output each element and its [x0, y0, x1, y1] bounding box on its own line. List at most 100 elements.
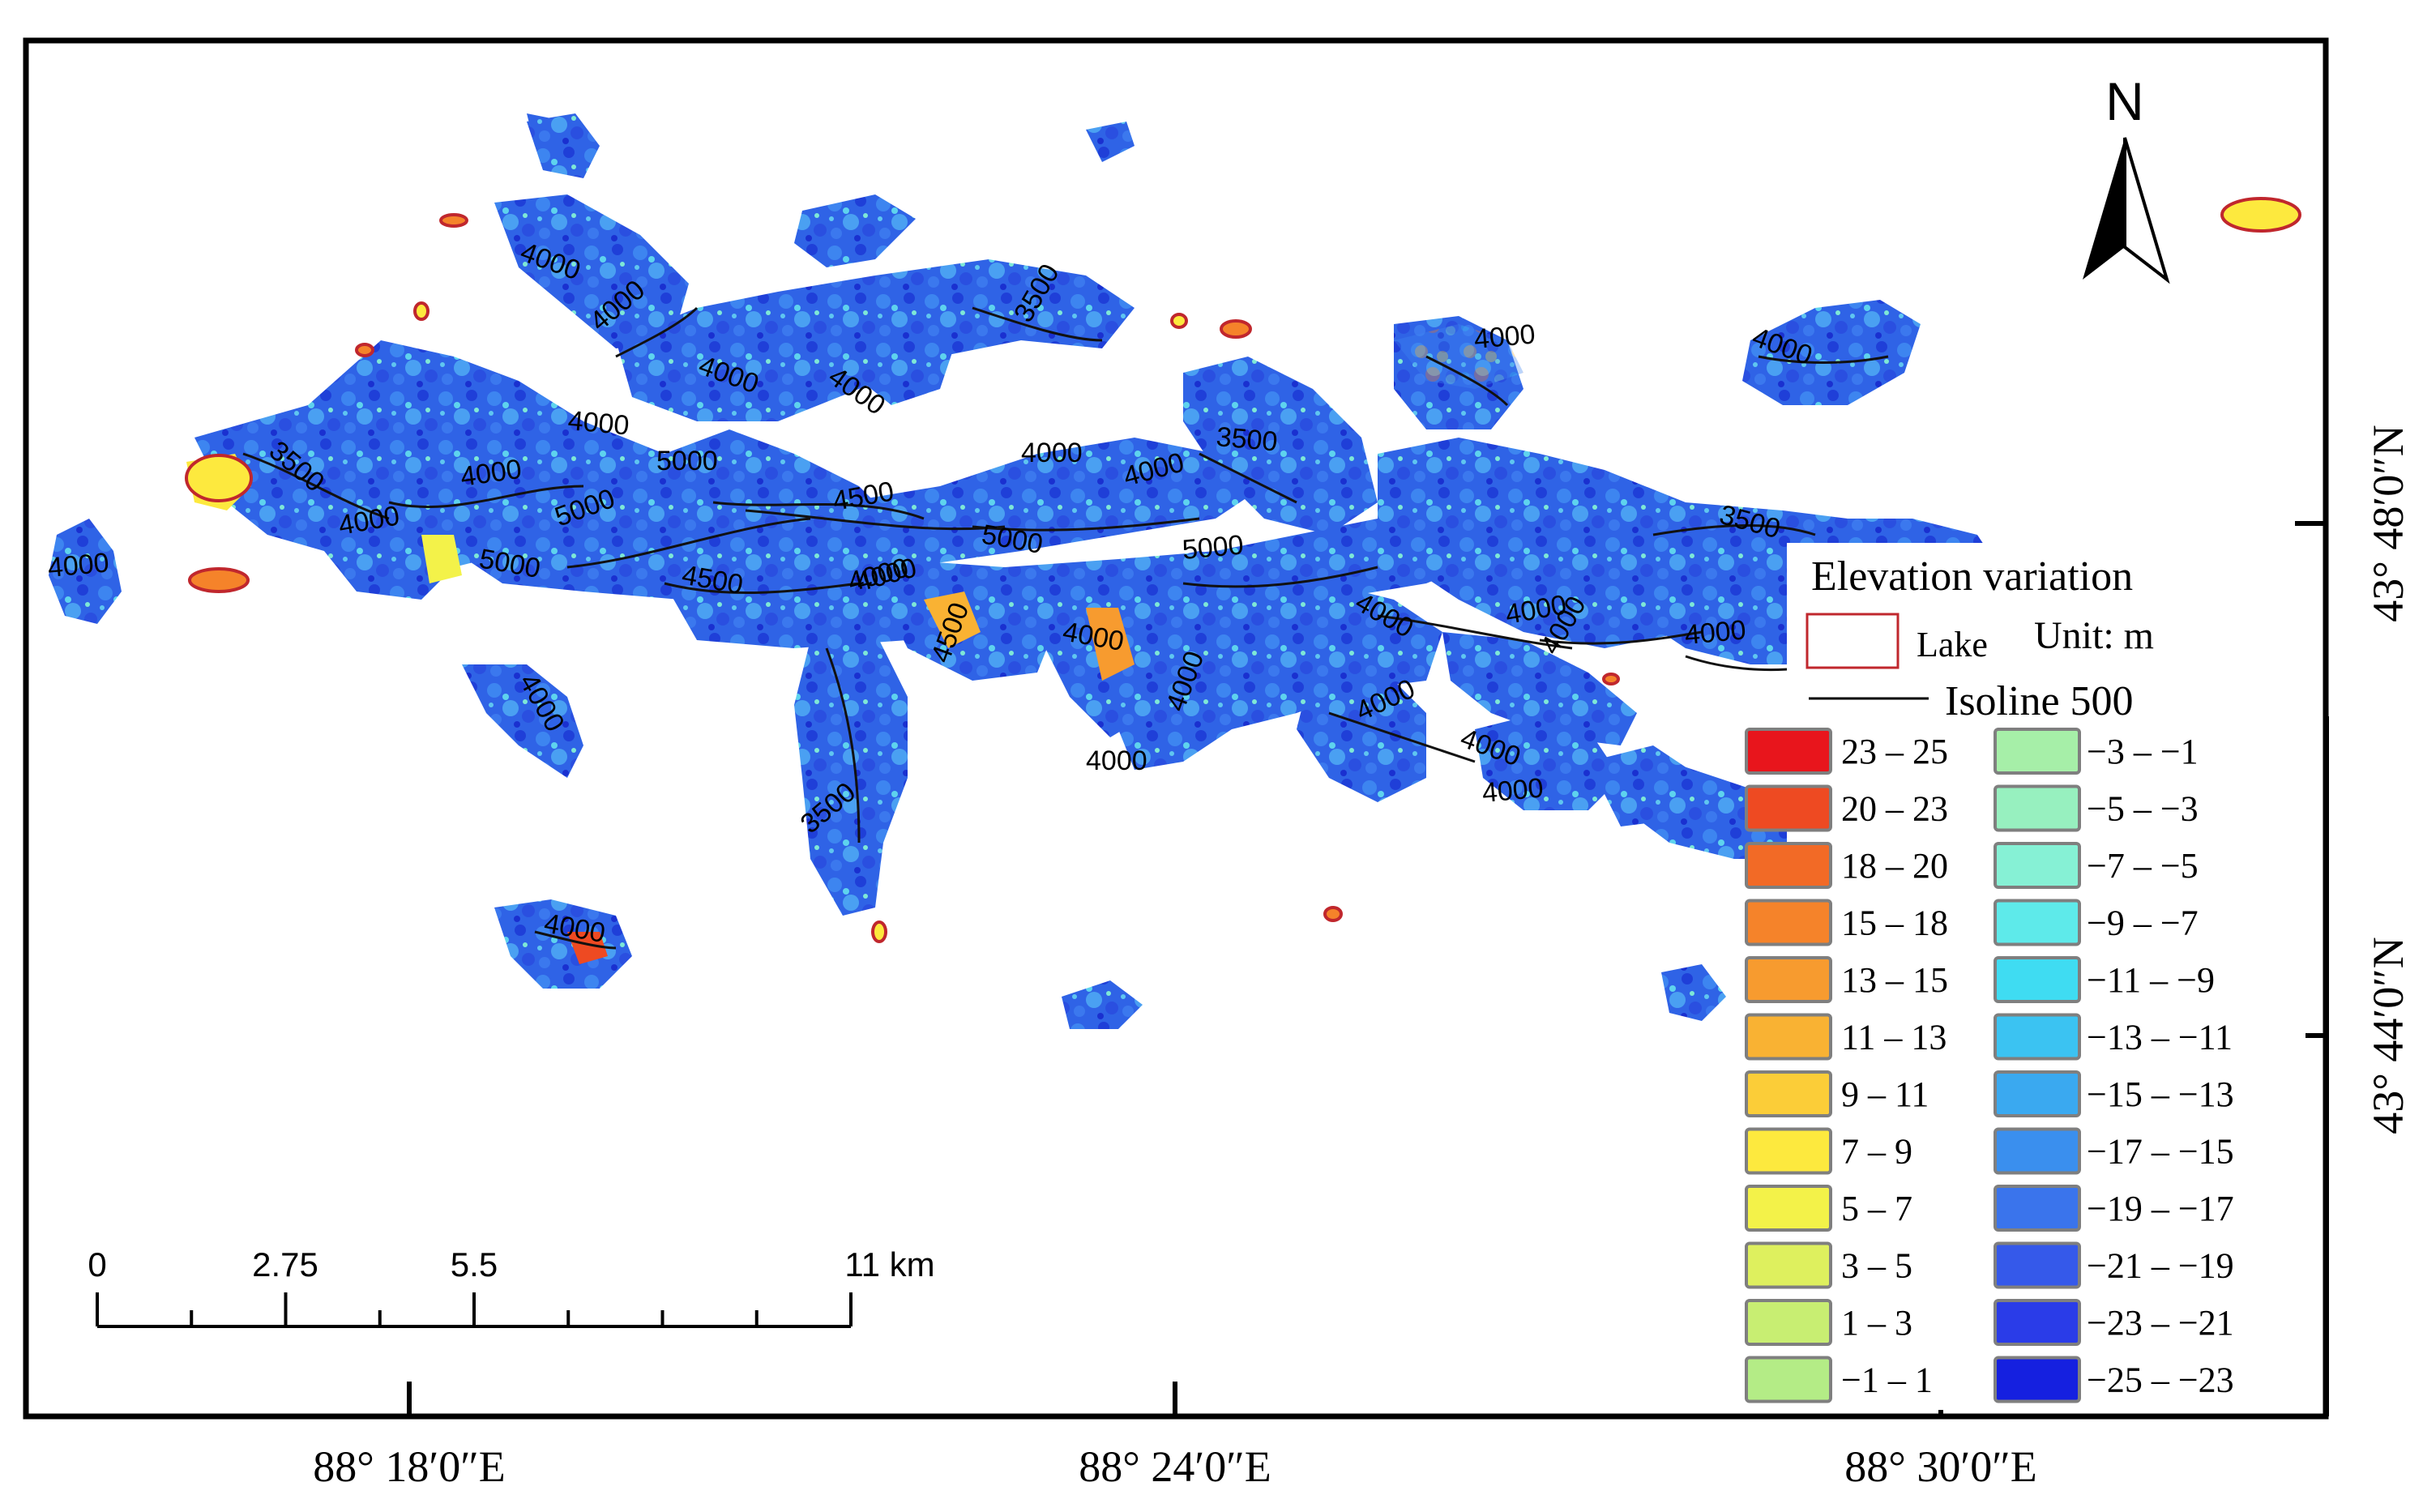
- isoline: [972, 306, 1103, 342]
- isoline: [615, 306, 699, 358]
- glacier: [49, 519, 122, 624]
- legend-label: −5 – −3: [2087, 789, 2199, 829]
- legend-swatch: [1994, 784, 2081, 832]
- isoline: [242, 452, 390, 520]
- glacier: [843, 308, 956, 405]
- legend-swatch: [1994, 1127, 2081, 1175]
- isoline: [825, 647, 861, 844]
- legend-swatch: [1994, 1241, 2081, 1289]
- contour-label: 4000: [1021, 438, 1083, 468]
- contour-label: 4000: [1481, 773, 1545, 809]
- contour-label: 4000: [1683, 615, 1747, 651]
- lake: [1170, 313, 1188, 329]
- isoline: [534, 930, 617, 950]
- legend-title: Elevation variation: [1811, 553, 2133, 600]
- legend-swatch: [1994, 1299, 2081, 1346]
- isoline: [664, 582, 860, 595]
- legend: Elevation variation Lake Unit: m Isoline…: [1745, 543, 2305, 1410]
- legend-swatch: [1745, 1299, 1832, 1346]
- legend-isoline-label: Isoline 500: [1945, 678, 2134, 724]
- contour-label: 5000: [656, 446, 718, 476]
- glacier: [1297, 664, 1426, 802]
- glacier: [794, 632, 908, 916]
- legend-label: −3 – −1: [2087, 732, 2199, 771]
- legend-lake-label: Lake: [1917, 625, 1988, 664]
- legend-label: 18 – 20: [1841, 846, 1948, 886]
- north-arrow-icon: [2123, 137, 2170, 284]
- legend-swatch: [1745, 899, 1832, 946]
- legend-swatch: [1745, 956, 1832, 1003]
- legend-swatch: [1745, 728, 1832, 775]
- legend-swatch: [1745, 1356, 1832, 1403]
- latitude-label: 43° 44′0″N: [2364, 937, 2412, 1134]
- latitude-label: 43° 48′0″N: [2364, 425, 2412, 621]
- lake: [871, 920, 887, 943]
- glacier: [1086, 122, 1135, 162]
- lake: [185, 454, 253, 502]
- isoline: [1182, 566, 1378, 588]
- legend-swatch: [1994, 1185, 2081, 1232]
- contour-label: 4000: [1086, 745, 1147, 776]
- legend-swatch: [1994, 956, 2081, 1003]
- glacier: [527, 113, 592, 154]
- isoline: [745, 509, 1006, 531]
- isoline: [1539, 630, 1703, 645]
- legend-swatch: [1994, 1356, 2081, 1403]
- glacier: [494, 899, 632, 989]
- north-arrow-icon: [2083, 138, 2125, 280]
- legend-label: −7 – −5: [2087, 846, 2199, 886]
- isoline: [388, 485, 584, 509]
- legend-swatch: [1745, 1185, 1832, 1232]
- glacier: [454, 438, 1264, 600]
- legend-label: −1 – 1: [1841, 1360, 1933, 1400]
- scale-label-2.75: 2.75: [252, 1245, 318, 1283]
- longitude-label: 88° 18′0″E: [313, 1442, 505, 1491]
- isoline: [1758, 355, 1889, 364]
- legend-label: −21 – −19: [2087, 1246, 2234, 1286]
- lake: [188, 567, 250, 593]
- legend-label: 1 – 3: [1841, 1303, 1912, 1343]
- contour-label: 3500: [1215, 421, 1279, 457]
- isoline: [566, 517, 811, 569]
- warm-patch: [1086, 608, 1135, 681]
- north-arrow-label: N: [2105, 71, 2144, 131]
- legend-label: −23 – −21: [2087, 1303, 2234, 1343]
- isoline: [712, 501, 925, 520]
- legend-swatch: [1994, 842, 2081, 889]
- legend-label: 5 – 7: [1841, 1189, 1912, 1228]
- legend-swatch: [1994, 899, 2081, 946]
- legend-swatch: [1745, 842, 1832, 889]
- legend-unit: Unit: m: [2034, 614, 2154, 657]
- legend-swatch: [1745, 784, 1832, 832]
- lake: [2220, 197, 2301, 233]
- contour-label: 4000: [1472, 319, 1536, 355]
- scale-bar: 0 2.75 5.5 11 km: [88, 1245, 935, 1328]
- glacier-polygons: [49, 113, 2010, 1029]
- legend-label: −25 – −23: [2087, 1360, 2234, 1400]
- glacier: [494, 194, 689, 348]
- scale-label-11: 11 km: [844, 1245, 934, 1283]
- legend-label: 7 – 9: [1841, 1132, 1912, 1172]
- legend-label: −19 – −17: [2087, 1189, 2234, 1228]
- glacier: [1442, 632, 1637, 745]
- legend-label: −13 – −11: [2087, 1018, 2233, 1057]
- legend-label: 20 – 23: [1841, 789, 1948, 829]
- lake: [1602, 673, 1620, 686]
- legend-swatch: [1994, 728, 2081, 775]
- legend-swatch: [1994, 1013, 2081, 1061]
- glacier: [462, 664, 583, 778]
- scale-label-5.5: 5.5: [451, 1245, 498, 1283]
- lake: [413, 301, 429, 321]
- lake: [1323, 906, 1343, 922]
- legend-label: 13 – 15: [1841, 960, 1948, 1000]
- legend-swatch: [1745, 1013, 1832, 1061]
- isoline: [1199, 452, 1297, 504]
- north-arrow: N: [2083, 71, 2170, 284]
- legend-label: 11 – 13: [1841, 1018, 1947, 1057]
- isoline: [1652, 523, 1816, 536]
- graticule: 88° 18′0″E 88° 24′0″E 88° 30′0″E 43° 48′…: [313, 425, 2412, 1491]
- legend-swatch: [1745, 1241, 1832, 1289]
- legend-swatch: [1994, 1070, 2081, 1117]
- legend-classes-right: −3 – −1 −5 – −3 −7 – −5 −9 – −7 −11 – −9 −13 …: [1994, 728, 2234, 1403]
- isoline: [1377, 614, 1573, 650]
